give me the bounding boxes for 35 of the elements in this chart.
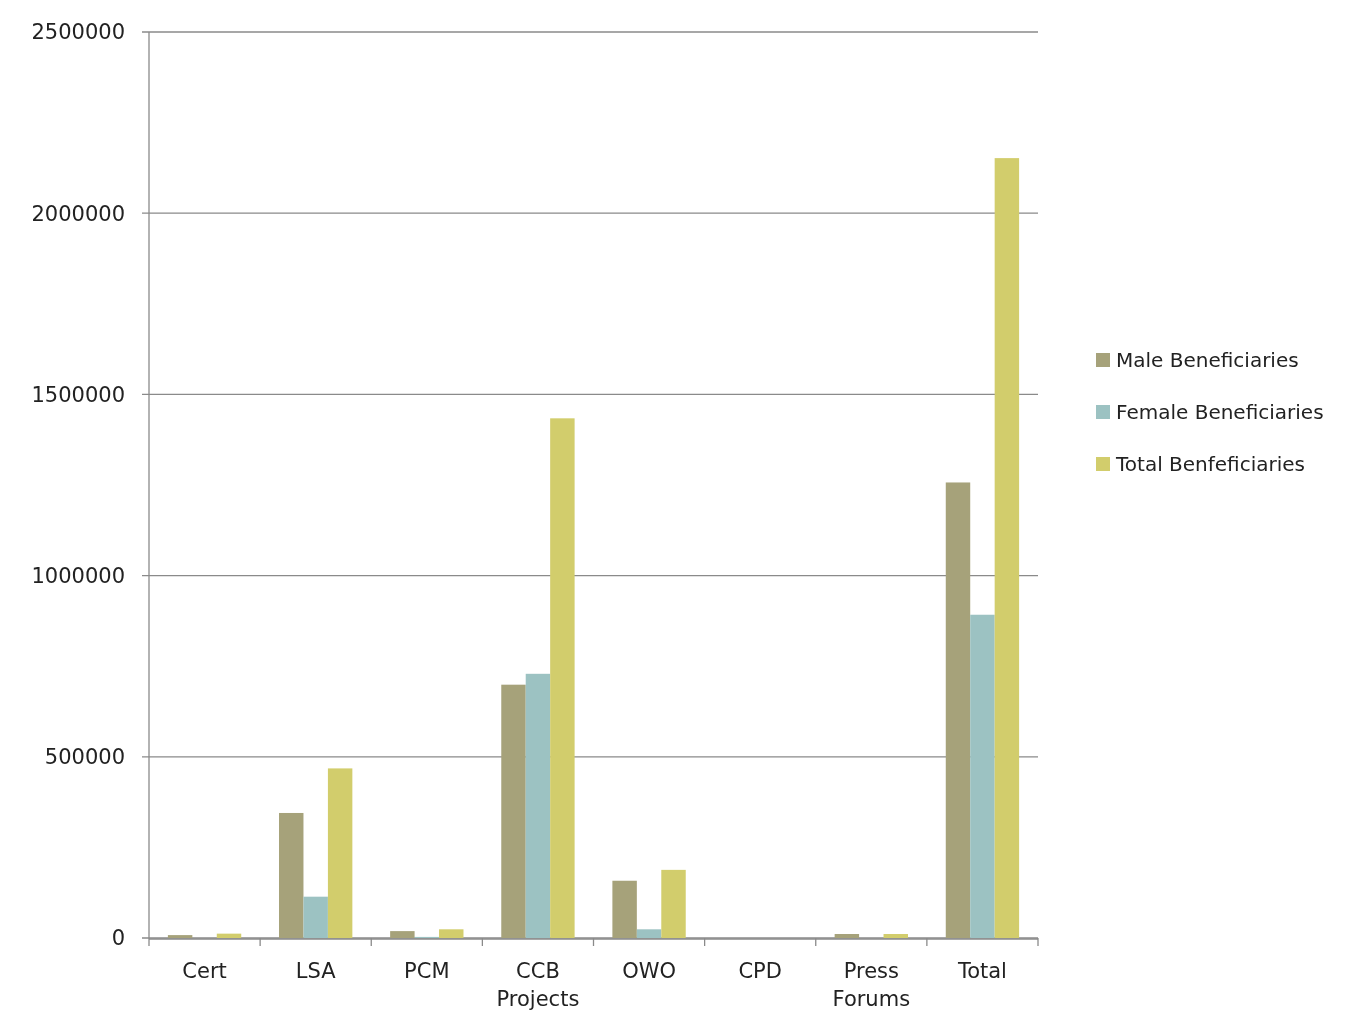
bar	[834, 934, 860, 938]
bar	[661, 869, 686, 938]
y-tick-label: 1500000	[31, 382, 125, 407]
x-tick-label: Press Forums	[832, 959, 911, 1011]
bar	[525, 673, 551, 938]
bar	[612, 880, 637, 938]
bar	[390, 931, 415, 938]
y-tick-label: 0	[111, 926, 125, 951]
bar	[216, 933, 242, 938]
x-tick-label: CPD	[738, 959, 782, 983]
y-tick-label: 2500000	[31, 20, 125, 45]
legend-label: Total Benfeficiaries	[1115, 452, 1306, 476]
y-tick-label: 1000000	[31, 563, 125, 588]
legend-label: Male Beneficiaries	[1116, 348, 1299, 372]
bar	[883, 934, 908, 938]
bar	[303, 896, 328, 938]
bar	[994, 158, 1020, 938]
x-tick-label: Total	[956, 959, 1007, 983]
bar	[945, 482, 971, 938]
bar	[279, 812, 304, 938]
x-tick-label: CCB Projects	[496, 959, 580, 1011]
x-tick-label: LSA	[295, 959, 337, 983]
bar	[501, 684, 526, 938]
legend-label: Female Beneficiaries	[1116, 400, 1324, 424]
x-tick-label: Cert	[182, 959, 227, 983]
x-tick-label: OWO	[622, 959, 676, 983]
x-tick-label: PCM	[404, 959, 450, 983]
bar	[550, 418, 575, 938]
bar	[970, 614, 995, 938]
bar	[327, 768, 353, 938]
bar	[439, 929, 464, 938]
y-tick-label: 500000	[44, 745, 125, 770]
y-tick-label: 2000000	[31, 201, 125, 226]
bar	[167, 935, 193, 938]
bar	[636, 929, 662, 938]
